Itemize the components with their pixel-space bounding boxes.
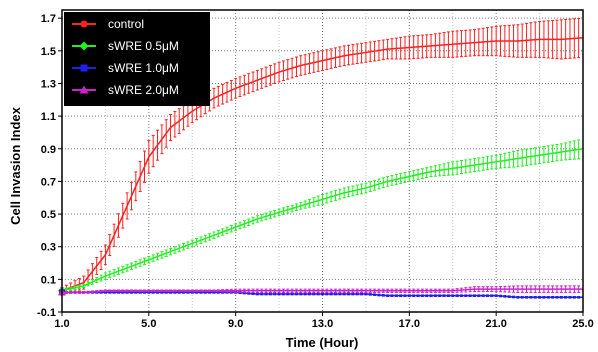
y-tick-label: 0.7	[41, 176, 56, 188]
x-tick-label: 13.0	[312, 318, 333, 330]
legend-marker	[79, 85, 89, 94]
y-tick-label: 0.9	[41, 144, 56, 156]
x-tick-label: 9.0	[228, 318, 243, 330]
legend-item: sWRE 0.5μM	[72, 39, 179, 53]
ticks: 1.0 5.0 9.0 13.0 17.0 21.0 25.0 -0.1 0.1 0.3 0.5 0.…	[37, 13, 594, 330]
x-tick-label: 5.0	[141, 318, 156, 330]
legend-item: control	[72, 17, 144, 31]
y-tick-label: -0.1	[37, 307, 56, 319]
series-layer	[58, 17, 584, 299]
y-tick-label: 1.1	[41, 111, 56, 123]
legend-label: control	[108, 17, 144, 31]
series-3	[58, 285, 584, 296]
legend-label: sWRE 1.0μM	[108, 61, 179, 75]
legend-marker	[80, 20, 88, 28]
legend-label: sWRE 2.0μM	[108, 83, 179, 97]
x-axis-title: Time (Hour)	[286, 335, 359, 350]
y-tick-label: 0.3	[41, 242, 56, 254]
y-tick-label: 1.3	[41, 78, 56, 90]
series-0	[59, 17, 584, 295]
legend-item: sWRE 1.0μM	[72, 61, 179, 75]
legend-label: sWRE 0.5μM	[108, 39, 179, 53]
legend: control sWRE 0.5μM sWRE 1.0μM sWRE 2.0μM	[64, 12, 210, 106]
y-tick-label: 0.1	[41, 274, 56, 286]
x-tick-label: 1.0	[54, 318, 69, 330]
legend-marker	[80, 64, 88, 72]
x-tick-label: 21.0	[485, 318, 506, 330]
x-tick-label: 25.0	[572, 318, 593, 330]
y-tick-label: 1.7	[41, 13, 56, 25]
series-1	[58, 138, 584, 295]
legend-item: sWRE 2.0μM	[72, 83, 179, 97]
x-tick-label: 17.0	[399, 318, 420, 330]
legend-marker	[79, 41, 89, 51]
y-axis-title: Cell Invasion Index	[8, 106, 23, 225]
y-tick-label: 1.5	[41, 46, 56, 58]
y-tick-label: 0.5	[41, 209, 56, 221]
